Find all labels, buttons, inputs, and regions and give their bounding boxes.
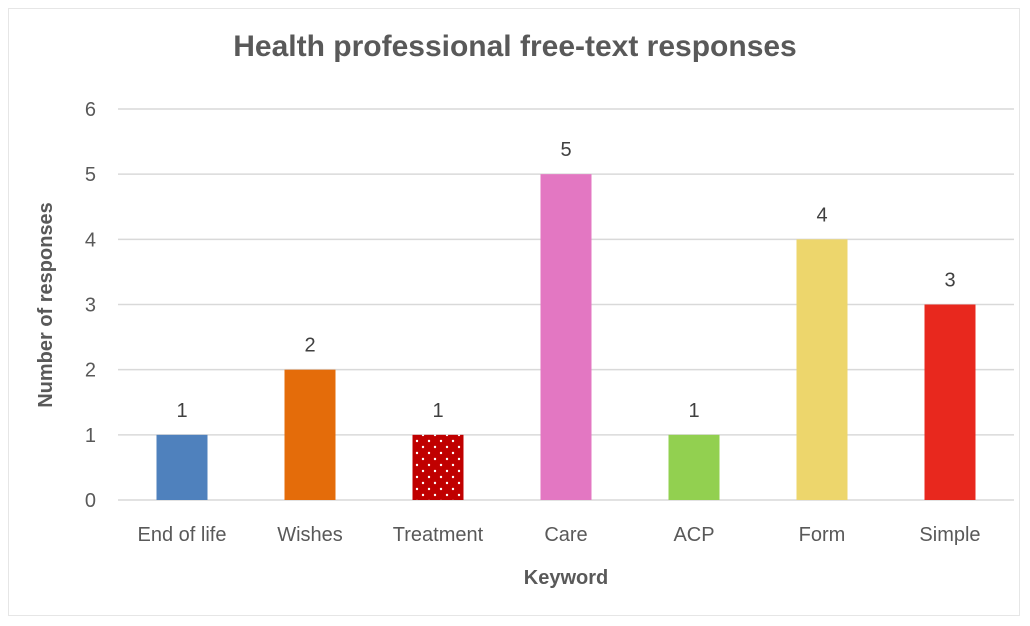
bar-wishes [284,369,336,500]
y-tick-label: 4 [85,229,96,251]
x-axis-title: Keyword [524,567,608,589]
chart-title: Health professional free-text responses [233,30,797,63]
data-label: 5 [560,139,571,161]
y-tick-label: 1 [85,425,96,447]
y-tick-label: 2 [85,360,96,382]
data-label: 1 [176,400,187,422]
bar-simple [924,304,976,500]
y-tick-label: 0 [85,490,96,512]
bar-end-of-life [156,434,208,500]
y-axis-title: Number of responses [35,202,57,408]
bars [156,174,976,501]
bar-treatment [412,434,464,500]
x-tick-label: Simple [919,524,980,546]
data-label: 1 [688,400,699,422]
data-label: 2 [304,335,315,357]
data-label: 4 [816,204,827,226]
y-tick-label: 5 [85,164,96,186]
x-tick-label: Wishes [277,524,343,546]
x-tick-label: Treatment [393,524,484,546]
x-tick-label: Form [799,524,846,546]
x-tick-label: Care [544,524,587,546]
data-label: 3 [944,270,955,292]
data-labels: 1 2 1 5 1 4 3 [176,139,955,422]
bar-form [796,239,848,501]
bar-acp [668,434,720,500]
data-label: 1 [432,400,443,422]
y-axis-ticks: 0 1 2 3 4 5 6 [85,99,96,512]
y-tick-label: 3 [85,295,96,317]
x-tick-label: End of life [138,524,227,546]
x-tick-label: ACP [673,524,714,546]
bar-care [540,174,592,500]
y-tick-label: 6 [85,99,96,121]
x-axis-ticks: End of life Wishes Treatment Care ACP Form Sim… [138,524,981,546]
